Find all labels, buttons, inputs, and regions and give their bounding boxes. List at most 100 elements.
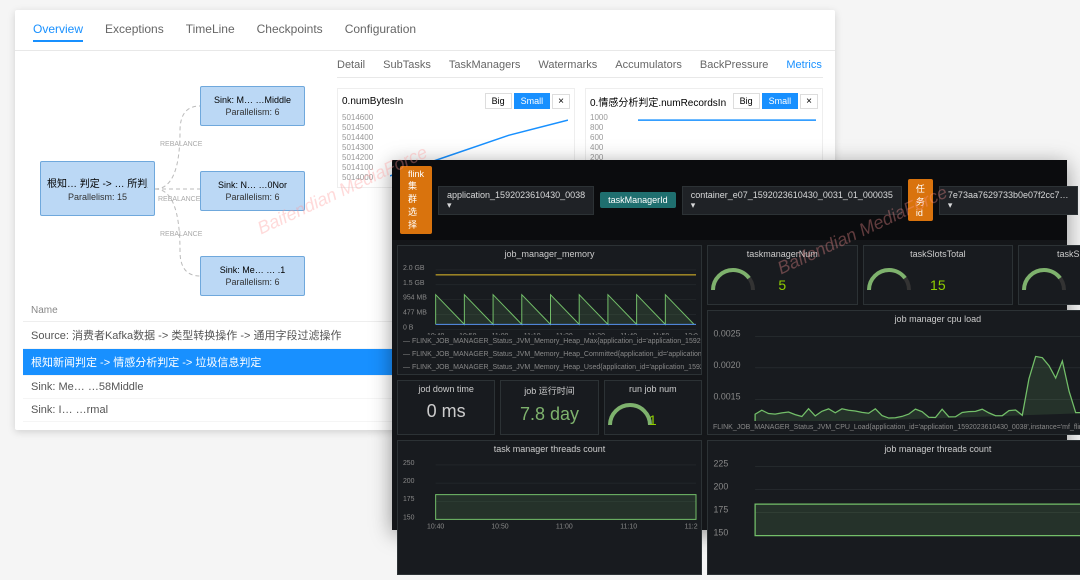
x-axis-label: 11:50 — [652, 333, 669, 335]
tab-exceptions[interactable]: Exceptions — [105, 18, 164, 42]
y-axis-label: 150 — [403, 514, 415, 521]
graph-node-sink[interactable]: Sink: N… …0Nor Parallelism: 6 — [200, 171, 305, 211]
x-axis-label: 10:40 — [427, 523, 444, 529]
detail-tab-accumulators[interactable]: Accumulators — [615, 59, 682, 71]
edge-label: REBALANCE — [160, 231, 203, 238]
small-button[interactable]: Small — [762, 93, 799, 109]
node-title: Sink: M… …Middle — [207, 95, 298, 105]
node-title: Sink: N… …0Nor — [207, 180, 298, 190]
tab-configuration[interactable]: Configuration — [345, 18, 416, 42]
task-threads-card: task manager threads count 250 200 175 150 1… — [397, 440, 702, 575]
card-title: job_manager_memory — [398, 246, 701, 262]
y-axis-label: 0.0025 — [714, 330, 741, 338]
node-title: Sink: Me… … .1 — [207, 265, 298, 275]
y-axis-label: 150 — [714, 528, 729, 538]
metric-name: 0.numBytesIn — [342, 96, 403, 107]
graph-node-sink[interactable]: Sink: Me… … .1 Parallelism: 6 — [200, 256, 305, 296]
x-axis-label: 10:50 — [459, 333, 476, 335]
chart-legend: — FLINK_JOB_MANAGER_Status_JVM_Memory_He… — [398, 361, 701, 374]
card-title: jod down time — [398, 381, 494, 397]
cpu-chart-card: job manager cpu load 0.00250.00200.00150… — [707, 310, 1080, 435]
stat-value: 0 ms — [398, 397, 494, 426]
edge-label: REBALANCE — [160, 141, 203, 148]
small-button[interactable]: Small — [514, 93, 551, 109]
y-axis-label: 2.0 GB — [403, 265, 425, 272]
card-title: run job num — [605, 381, 701, 397]
filter-label: taskManagerId — [600, 192, 676, 208]
stat-value: 7.8 day — [501, 400, 597, 429]
node-parallelism: Parallelism: 6 — [207, 192, 298, 202]
node-parallelism: Parallelism: 6 — [207, 277, 298, 287]
graph-node-main[interactable]: 根知… 判定 -> … 所判定 -> 垃圾… Parallelism: 15 — [40, 161, 155, 216]
card-title: taskmanagerNum — [708, 246, 857, 262]
x-axis-label: 12:00 — [684, 333, 698, 335]
card-title: task manager threads count — [398, 441, 701, 457]
x-axis-label: 11:10 — [620, 523, 637, 529]
gauge-card: taskSlotsTotal15 — [863, 245, 1014, 305]
card-title: job 运行时间 — [501, 381, 597, 400]
taskid-dropdown[interactable]: 7e73aa7629733b0e07f2cc7… ▾ — [939, 186, 1078, 215]
detail-tabs: Detail SubTasks TaskManagers Watermarks Accu… — [337, 59, 823, 78]
job-threads-card: job manager threads count 225 200 175 150 — [707, 440, 1080, 575]
y-axis-label: 225 — [714, 460, 729, 468]
y-axis-label: 175 — [714, 505, 729, 515]
close-icon[interactable]: × — [552, 94, 570, 109]
close-icon[interactable]: × — [800, 94, 818, 109]
chart-legend: — FLINK_JOB_MANAGER_Status_JVM_Memory_He… — [398, 335, 701, 348]
card-title: job manager threads count — [708, 441, 1080, 457]
y-axis-label: 200 — [403, 478, 415, 485]
detail-tab-subtasks[interactable]: SubTasks — [383, 59, 431, 71]
x-axis-label: 11:30 — [588, 333, 605, 335]
y-axis-label: 954 MB — [403, 295, 427, 302]
card-title: job manager cpu load — [708, 311, 1080, 327]
y-axis-label: 250 — [403, 460, 415, 467]
gauge-card: taskmanagerNum5 — [707, 245, 858, 305]
filter-bar: flink集群选择 application_1592023610430_0038… — [392, 160, 1067, 240]
cluster-dropdown[interactable]: application_1592023610430_0038 ▾ — [438, 186, 594, 215]
x-axis-label: 11:20 — [685, 523, 698, 529]
gauge-card: taskSlotsAvailable0 — [1018, 245, 1080, 305]
main-tabs: Overview Exceptions TimeLine Checkpoints Con… — [15, 10, 835, 51]
x-axis-label: 11:20 — [556, 333, 573, 335]
node-title: 根知… 判定 -> … 所判定 -> 垃圾… — [47, 175, 148, 190]
detail-tab-metrics[interactable]: Metrics — [786, 59, 821, 71]
big-button[interactable]: Big — [733, 93, 760, 109]
stat-card: jod down time0 ms — [397, 380, 495, 435]
metric-name: 0.情感分析判定.numRecordsIn — [590, 94, 726, 109]
grafana-panel: flink集群选择 application_1592023610430_0038… — [392, 160, 1067, 530]
filter-label: 任务id — [908, 179, 933, 221]
chart-legend: FLINK_JOB_MANAGER_Status_JVM_CPU_Load{ap… — [708, 421, 1080, 434]
x-axis-label: 11:10 — [524, 333, 541, 335]
card-title: taskSlotsTotal — [864, 246, 1013, 262]
y-axis-label: 1.5 GB — [403, 280, 425, 287]
detail-tab-watermarks[interactable]: Watermarks — [538, 59, 597, 71]
x-axis-label: 10:50 — [491, 523, 508, 529]
node-parallelism: Parallelism: 15 — [47, 192, 148, 202]
detail-tab-backpressure[interactable]: BackPressure — [700, 59, 768, 71]
stat-card: job 运行时间7.8 day — [500, 380, 598, 435]
y-axis-label: 0 B — [403, 324, 414, 331]
taskmanager-dropdown[interactable]: container_e07_1592023610430_0031_01_0000… — [682, 186, 902, 215]
detail-tab-taskmanagers[interactable]: TaskManagers — [449, 59, 521, 71]
y-axis-label: 0.0020 — [714, 360, 741, 370]
x-axis-label: 11:00 — [556, 523, 573, 529]
big-button[interactable]: Big — [485, 93, 512, 109]
chart-legend: — FLINK_JOB_MANAGER_Status_JVM_Memory_He… — [398, 348, 701, 361]
stat-card: run job num1 — [604, 380, 702, 435]
node-parallelism: Parallelism: 6 — [207, 107, 298, 117]
x-axis-label: 11:00 — [492, 333, 509, 335]
edge-label: REBALANCE — [158, 196, 201, 203]
y-axis-label: 175 — [403, 496, 415, 503]
tab-checkpoints[interactable]: Checkpoints — [257, 18, 323, 42]
detail-tab-detail[interactable]: Detail — [337, 59, 365, 71]
y-axis-label: 200 — [714, 481, 729, 491]
x-axis-label: 11:40 — [620, 333, 637, 335]
filter-label: flink集群选择 — [400, 166, 432, 234]
y-axis-label: 477 MB — [403, 310, 427, 317]
x-axis-label: 10:40 — [427, 333, 444, 335]
tab-overview[interactable]: Overview — [33, 18, 83, 42]
tab-timeline[interactable]: TimeLine — [186, 18, 235, 42]
card-title: taskSlotsAvailable — [1019, 246, 1080, 262]
memory-chart-card: job_manager_memory 2.0 GB 1.5 GB 954 MB 477… — [397, 245, 702, 375]
graph-node-sink[interactable]: Sink: M… …Middle Parallelism: 6 — [200, 86, 305, 126]
